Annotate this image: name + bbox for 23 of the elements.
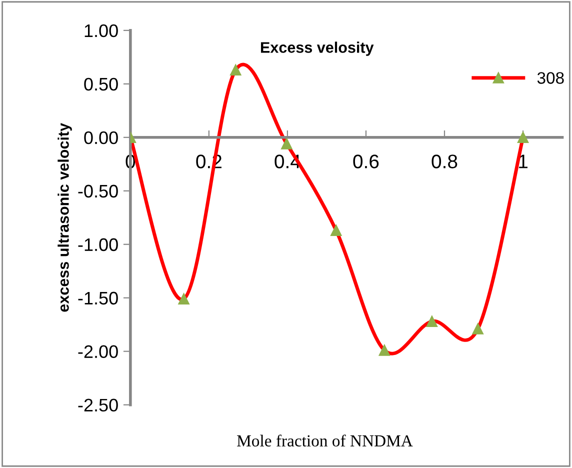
x-tick-label: 0.8 bbox=[432, 154, 458, 168]
point bbox=[330, 224, 342, 236]
legend-label: 308 bbox=[537, 72, 564, 84]
y-tick-label: 0.00 bbox=[84, 131, 118, 144]
point bbox=[178, 293, 190, 304]
y-tick-label: 1.00 bbox=[84, 24, 118, 38]
point bbox=[281, 138, 292, 150]
y-axis-title: excess ultrasonic velocity bbox=[58, 123, 72, 312]
x-axis-title: Mole fraction of NNDMA bbox=[237, 434, 413, 446]
y-tick-label: -2.50 bbox=[78, 398, 118, 412]
y-tick-label: -2.00 bbox=[78, 345, 118, 358]
point bbox=[426, 316, 438, 327]
y-tick-label: -0.50 bbox=[78, 184, 118, 198]
x-tick-label: 0.6 bbox=[353, 154, 379, 168]
point bbox=[230, 64, 242, 76]
point bbox=[517, 132, 529, 143]
y-tick-label: -1.00 bbox=[78, 238, 118, 252]
point bbox=[378, 344, 390, 356]
x-tick-label: 1 bbox=[519, 154, 528, 168]
text: Excess velosity bbox=[260, 42, 374, 56]
y-tick-label: 0.50 bbox=[84, 78, 118, 91]
point bbox=[472, 323, 484, 334]
y-tick-label: -1.50 bbox=[78, 292, 118, 305]
